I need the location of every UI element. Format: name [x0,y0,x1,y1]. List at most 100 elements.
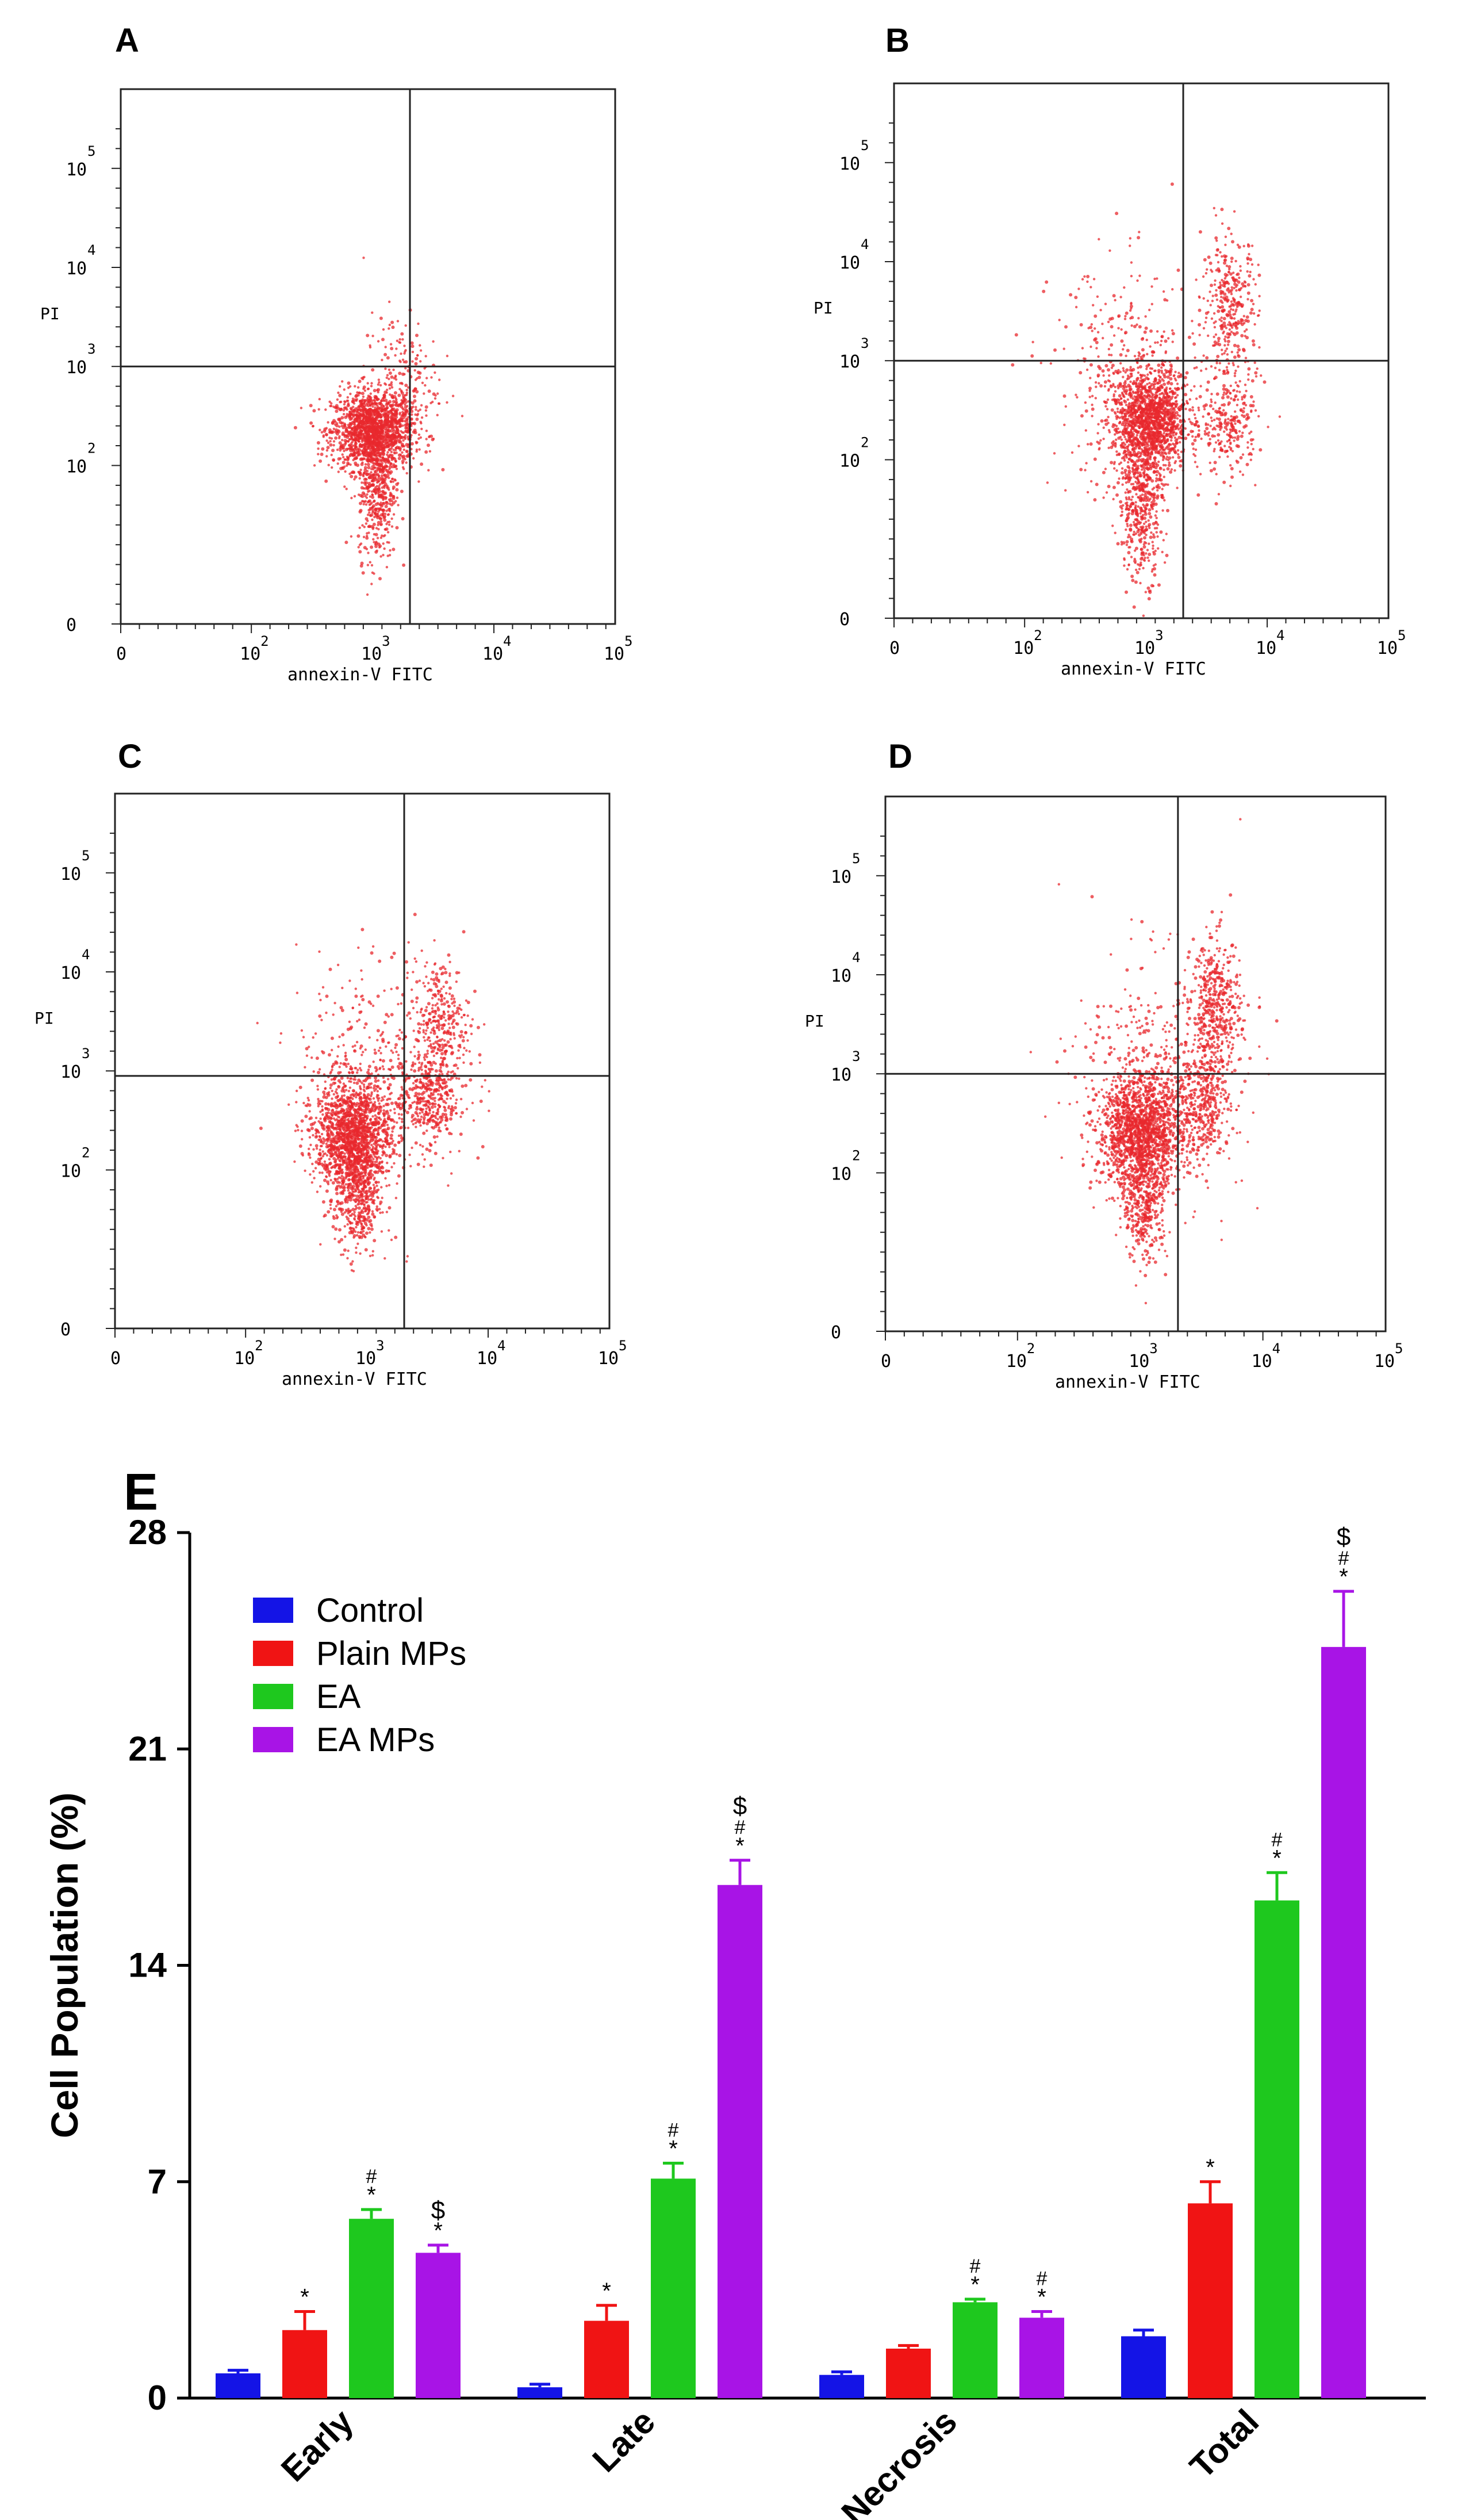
scatter-point [1164,422,1168,425]
scatter-point [1134,391,1137,394]
scatter-point [317,408,320,411]
scatter-point [416,354,419,357]
scatter-point [366,514,370,516]
scatter-point [1217,261,1220,264]
scatter-point [419,360,422,363]
scatter-point [1116,542,1120,546]
scatter-point [1248,252,1250,256]
scatter-point [1209,304,1212,307]
scatter-point [394,437,397,440]
scatter-point [377,340,380,343]
scatter-point [429,434,433,438]
scatter-point [1223,411,1227,415]
scatter-point [394,403,397,407]
scatter-point [1218,442,1221,445]
scatter-point [1204,316,1208,319]
scatter-point [389,383,393,386]
scatter-point [1131,453,1134,457]
scatter-point [1173,374,1176,377]
scatter-point [1122,376,1125,378]
scatter-point [405,391,408,395]
scatter-point [381,436,385,439]
scatter-point [1221,255,1223,258]
scatter-point [1162,539,1165,542]
scatter-point [362,474,365,478]
scatter-point [1145,376,1149,380]
scatter-point [1030,354,1034,358]
scatter-point [1242,244,1245,248]
scatter-point [1149,345,1152,348]
scatter-point [1120,339,1124,343]
scatter-point [1242,315,1245,317]
scatter-point [1112,334,1116,337]
scatter-point [1235,331,1239,335]
scatter-point [396,496,399,499]
scatter-point [1114,531,1117,534]
scatter-point [389,480,392,483]
scatter-point [357,493,360,496]
scatter-point [331,449,335,453]
scatter-point [1156,441,1160,443]
scatter-point [1096,295,1099,298]
scatter-point [1232,332,1235,335]
scatter-point [1178,408,1181,411]
scatter-point [1250,453,1253,456]
scatter-point [1148,559,1150,562]
scatter-point [1209,404,1213,408]
scatter-point [1139,581,1142,585]
scatter-point [1193,413,1196,416]
scatter-point [1229,392,1232,395]
scatter-point [1158,472,1161,475]
scatter-point [1157,436,1160,439]
scatter-point [338,393,342,397]
scatter-point [328,436,331,439]
scatter-point [428,450,432,453]
scatter-point [327,464,330,466]
y-tick-exponent: 3 [87,341,95,357]
scatter-point [1144,508,1148,511]
scatter-point [1151,354,1154,357]
scatter-point [356,386,360,389]
scatter-point [1221,324,1223,327]
scatter-point [1132,432,1135,435]
scatter-point [1122,395,1125,398]
scatter-point [1158,427,1161,430]
scatter-point [392,449,395,451]
scatter-point [1131,470,1134,473]
scatter-point [356,434,360,438]
scatter-point [1125,404,1128,407]
scatter-point [328,400,331,403]
scatter-point [1133,355,1137,358]
scatter-point [406,418,409,421]
scatter-point [1239,269,1242,272]
scatter-point [1139,419,1143,423]
scatter-point [1218,362,1222,365]
scatter-point [391,325,395,330]
scatter-point [383,466,386,469]
scatter-point [1221,348,1223,351]
scatter-point [402,439,405,442]
scatter-point [1097,365,1101,369]
scatter-point [388,327,390,330]
scatter-point [373,488,376,491]
scatter-point [1133,423,1137,427]
scatter-point [1127,534,1130,537]
scatter-point [1225,313,1229,317]
panel-label-a: A [115,22,139,59]
scatter-point [405,426,408,430]
scatter-point [1215,392,1219,396]
scatter-point [1091,403,1094,407]
scatter-point [1176,394,1179,397]
scatter-point [1222,330,1225,333]
scatter-point [359,430,363,434]
scatter-point [1163,468,1165,472]
scatter-point [338,425,341,428]
scatter-point [1162,455,1165,458]
scatter-point [358,550,362,554]
scatter-point [1191,406,1194,409]
scatter-point [374,508,378,511]
scatter-point [1140,401,1142,404]
scatter-point [1166,467,1170,471]
scatter-point [370,471,373,474]
scatter-point [1226,274,1229,277]
